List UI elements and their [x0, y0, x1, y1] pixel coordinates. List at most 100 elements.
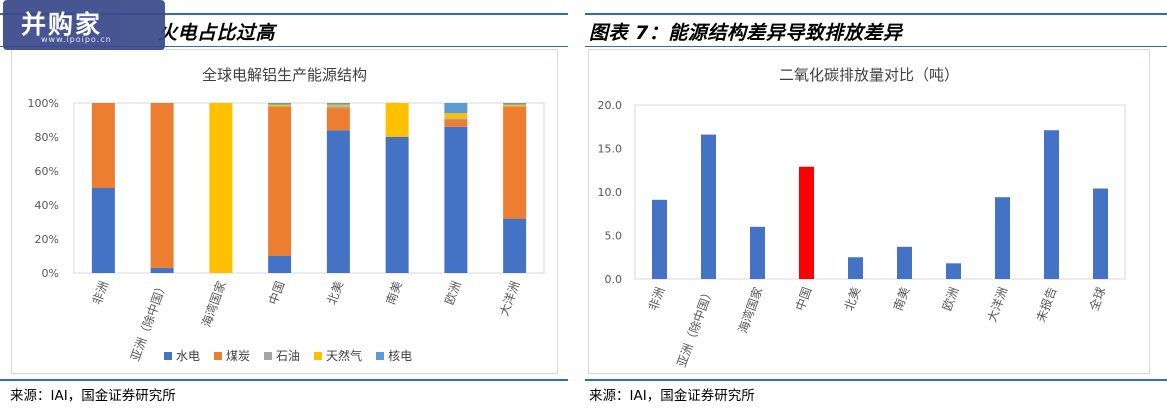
- x-tick-label: 亚洲（除中国）: [673, 285, 716, 369]
- bar-segment-煤炭: [326, 108, 350, 131]
- watermark-logo: 并购家 www.ipoipo.cn: [3, 0, 165, 50]
- y-tick-label: 15.0: [598, 143, 623, 156]
- right-figure-title: 图表 7：能源结构差异导致排放差异: [589, 22, 903, 44]
- x-tick-group: 欧洲: [442, 279, 463, 306]
- bar: [946, 263, 961, 279]
- bar: [750, 226, 765, 279]
- bar: [995, 197, 1010, 279]
- left-figure-panel: 火电占比过高 全球电解铝生产能源结构 0% 20% 40% 60% 80% 100% 非洲亚…: [0, 0, 568, 410]
- top-rule: [585, 13, 1167, 15]
- bar-segment-天然气: [503, 104, 527, 107]
- source-note: 来源：IAI，国金证券研究所: [10, 388, 176, 404]
- y-tick-label: 0%: [42, 267, 59, 280]
- bar-segment-天然气: [326, 104, 350, 107]
- x-tick-group: 全球: [1086, 285, 1108, 313]
- y-tick-label: 80%: [35, 131, 59, 144]
- x-tick-label: 大洋洲: [984, 285, 1010, 324]
- bar-segment-核电: [326, 103, 350, 105]
- bar: [1093, 188, 1108, 279]
- x-tick-label: 南美: [383, 279, 405, 307]
- y-tick-label: 20%: [35, 233, 59, 246]
- x-tick-group: 海湾国家: [198, 279, 229, 329]
- legend-item: 水电: [164, 347, 200, 364]
- bar-segment-核电: [503, 103, 527, 105]
- bar-segment-水电: [444, 126, 468, 273]
- x-tick-group: 南美: [890, 285, 912, 313]
- logo-url: www.ipoipo.cn: [41, 35, 112, 44]
- chart-title: 二氧化碳排放量对比（吨）: [778, 66, 959, 84]
- bar-segment-水电: [91, 188, 115, 273]
- y-tick-label: 5.0: [605, 230, 623, 243]
- x-tick-group: 大洋洲: [984, 285, 1010, 324]
- bottom-rule: [0, 379, 568, 381]
- bar-segment-石油: [326, 106, 350, 109]
- x-tick-label: 海湾国家: [198, 279, 229, 329]
- chart-legend: 水电 煤炭 石油 天然气 核电: [164, 347, 412, 364]
- y-tick-label: 60%: [35, 165, 59, 178]
- y-tick-label: 10.0: [598, 186, 623, 199]
- bar-segment-水电: [326, 130, 350, 273]
- x-tick-group: 海湾国家: [735, 285, 766, 335]
- source-note: 来源：IAI，国金证券研究所: [589, 388, 755, 404]
- bar: [701, 134, 716, 279]
- bar-segment-核电: [268, 103, 292, 105]
- x-tick-label: 非洲: [646, 285, 667, 312]
- bar-segment-天然气: [385, 103, 409, 137]
- x-tick-group: 南美: [383, 279, 405, 307]
- bar-plot: 0.0 5.0 10.0 15.0 20.0 非洲 亚洲（除中国） 海湾国家 中国 北美 南美 欧洲大…: [598, 99, 1126, 369]
- x-tick-group: 未报告: [1033, 285, 1059, 324]
- bar-segment-水电: [268, 256, 292, 273]
- bar-segment-石油: [444, 118, 468, 120]
- bar-segment-天然气: [444, 113, 468, 119]
- logo-text: 并购家: [21, 10, 103, 39]
- bar-segment-煤炭: [503, 106, 527, 219]
- plot-frame: [73, 102, 545, 274]
- bar: [848, 257, 863, 279]
- legend-label: 水电: [176, 349, 201, 363]
- x-tick-label: 中国: [792, 285, 814, 313]
- bar-segment-煤炭: [268, 106, 292, 257]
- top-rule: [0, 13, 568, 15]
- x-tick-label: 欧洲: [940, 285, 961, 312]
- x-tick-group: 北美: [325, 279, 346, 306]
- x-tick-group: 非洲: [90, 279, 111, 306]
- x-tick-group: 中国: [792, 285, 814, 313]
- bar: [799, 166, 814, 279]
- plot-frame: [634, 104, 1126, 280]
- x-tick-label: 海湾国家: [735, 285, 766, 335]
- bar-segment-水电: [385, 137, 409, 273]
- y-tick-label: 0.0: [605, 273, 623, 286]
- x-tick-label: 中国: [265, 279, 287, 307]
- x-tick-group: 北美: [842, 285, 863, 312]
- right-chart: 二氧化碳排放量对比（吨） 0.0 5.0 10.0 15.0 20.0 非洲 亚洲（除中国）…: [588, 49, 1150, 374]
- bar: [1044, 130, 1059, 279]
- left-chart: 全球电解铝生产能源结构 0% 20% 40% 60% 80% 100% 非洲 亚洲（除中国）海…: [11, 49, 558, 374]
- bottom-rule: [585, 379, 1167, 381]
- legend-swatch: [264, 351, 273, 360]
- x-tick-label: 全球: [1086, 285, 1108, 313]
- bar-segment-天然气: [268, 104, 292, 107]
- bar: [652, 199, 667, 279]
- x-tick-label: 大洋洲: [496, 279, 522, 318]
- legend-label: 煤炭: [226, 349, 251, 363]
- legend-swatch: [214, 351, 223, 360]
- y-tick-label: 100%: [28, 97, 59, 110]
- right-figure-panel: 图表 7：能源结构差异导致排放差异 二氧化碳排放量对比（吨） 0.0 5.0 10.…: [585, 0, 1167, 410]
- bar-segment-煤炭: [150, 103, 174, 268]
- y-tick-label: 40%: [35, 199, 59, 212]
- x-tick-label: 非洲: [90, 279, 111, 306]
- legend-label: 石油: [276, 349, 301, 363]
- bar-segment-煤炭: [444, 120, 468, 127]
- legend-swatch: [314, 351, 323, 360]
- left-figure-title: 火电占比过高: [158, 22, 276, 44]
- legend-item: 煤炭: [214, 347, 250, 364]
- bar-segment-水电: [150, 267, 174, 273]
- chart-title: 全球电解铝生产能源结构: [201, 66, 367, 84]
- legend-item: 核电: [376, 347, 412, 364]
- legend-swatch: [164, 351, 172, 360]
- y-tick-label: 20.0: [598, 99, 623, 112]
- bar-segment-水电: [503, 218, 527, 273]
- legend-item: 天然气: [314, 347, 362, 364]
- title-rule: [0, 46, 568, 47]
- x-tick-label: 北美: [325, 279, 346, 306]
